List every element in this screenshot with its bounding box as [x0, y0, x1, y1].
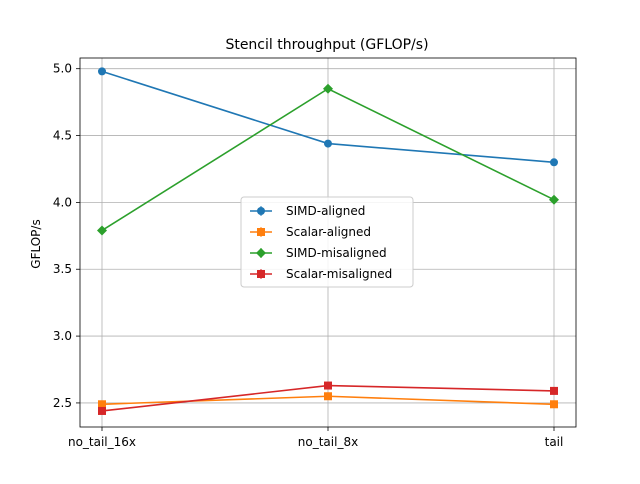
- y-tick-label: 4.5: [53, 129, 72, 143]
- data-point: [324, 392, 332, 401]
- legend-label: Scalar-aligned: [286, 225, 371, 239]
- chart-title: Stencil throughput (GFLOP/s): [225, 37, 428, 53]
- data-point: [324, 381, 332, 390]
- series-layer: [97, 67, 559, 415]
- legend-marker: [257, 270, 265, 278]
- data-point: [98, 400, 106, 409]
- y-tick-label: 2.5: [53, 396, 72, 410]
- x-tick-label: no_tail_8x: [298, 435, 358, 449]
- legend-entry-scalar-misaligned: Scalar-misaligned: [250, 267, 392, 281]
- data-point: [550, 386, 558, 395]
- legend-marker: [256, 248, 266, 258]
- series-scalar-misaligned: [98, 381, 558, 415]
- legend-entry-simd-aligned: SIMD-aligned: [250, 204, 365, 218]
- y-axis-label: GFLOP/s: [29, 219, 43, 268]
- data-point: [550, 158, 558, 167]
- y-tick-label: 5.0: [53, 62, 72, 76]
- data-point: [98, 67, 106, 76]
- legend-label: SIMD-aligned: [286, 204, 365, 218]
- data-point: [549, 194, 559, 205]
- data-point: [97, 225, 107, 236]
- y-tick-label: 3.5: [53, 262, 72, 276]
- grid-lines: [80, 58, 576, 427]
- data-point: [98, 406, 106, 415]
- data-point: [323, 83, 333, 94]
- x-tick-label: tail: [545, 435, 564, 449]
- series-simd-aligned: [98, 67, 558, 167]
- legend-marker: [257, 228, 265, 236]
- legend-box: [240, 196, 414, 288]
- series-scalar-aligned: [98, 392, 558, 409]
- series-simd-misaligned: [97, 83, 559, 236]
- data-point: [550, 400, 558, 409]
- y-tick-label: 4.0: [53, 195, 72, 209]
- data-point: [324, 139, 332, 148]
- legend: SIMD-aligned Scalar-aligned SIMD-misaligne…: [240, 196, 414, 288]
- tick-labels: 2.5 3.0 3.5 4.0 4.5 5.0 no_tail_16x no_tail_8x t…: [53, 62, 563, 449]
- legend-label: Scalar-misaligned: [286, 267, 392, 281]
- legend-entry-scalar-aligned: Scalar-aligned: [250, 225, 371, 239]
- legend-label: SIMD-misaligned: [286, 246, 387, 260]
- y-tick-label: 3.0: [53, 329, 72, 343]
- legend-marker: [257, 207, 265, 215]
- x-tick-label: no_tail_16x: [68, 435, 136, 449]
- legend-entry-simd-misaligned: SIMD-misaligned: [250, 246, 387, 260]
